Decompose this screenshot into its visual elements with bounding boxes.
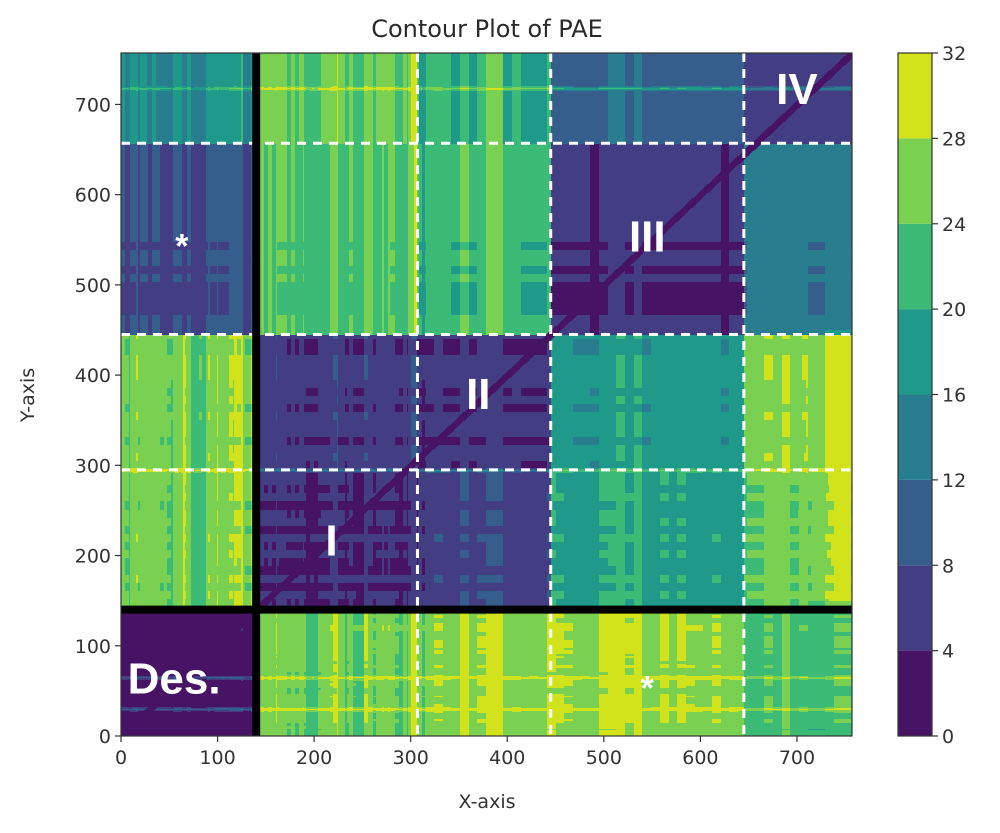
colorbar-tick-label: 12 <box>942 470 966 492</box>
colorbar: 0 4 8 12 16 20 24 28 32 <box>897 43 966 748</box>
colorbar-tick-label: 28 <box>942 128 966 150</box>
y-tick-label: 200 <box>75 546 111 568</box>
x-tick-label: 300 <box>393 747 429 769</box>
x-tick-label: 500 <box>586 747 622 769</box>
region-label-iii: III <box>629 212 666 261</box>
colorbar-band <box>898 138 932 224</box>
region-label-des: Des. <box>128 654 221 703</box>
region-label-ii: II <box>466 370 490 419</box>
asterisk-marker: * <box>175 227 189 265</box>
x-tick-label: 100 <box>199 747 235 769</box>
y-axis-title: Y-axis <box>17 368 39 423</box>
x-axis-title: X-axis <box>459 791 516 813</box>
colorbar-tick-label: 24 <box>942 214 966 236</box>
chart-title: Contour Plot of PAE <box>371 15 603 43</box>
colorbar-tick-label: 20 <box>942 299 966 321</box>
colorbar-band <box>898 479 932 566</box>
x-axis: 0 100 200 300 400 500 600 700 <box>115 736 815 769</box>
colorbar-band <box>898 394 932 480</box>
y-tick-label: 400 <box>75 365 111 387</box>
region-boundaries <box>121 53 852 736</box>
colorbar-band <box>898 223 932 310</box>
region-label-i: I <box>325 516 337 565</box>
plot-frame <box>120 52 853 737</box>
y-tick-label: 600 <box>75 185 111 207</box>
colorbar-tick-label: 0 <box>942 726 954 748</box>
y-tick-label: 500 <box>75 275 111 297</box>
x-tick-label: 0 <box>115 747 127 769</box>
colorbar-band <box>898 565 932 651</box>
colorbar-tick-label: 32 <box>942 43 966 65</box>
x-tick-label: 200 <box>296 747 332 769</box>
colorbar-band <box>898 309 932 395</box>
y-tick-label: 700 <box>75 94 111 116</box>
y-tick-label: 0 <box>99 726 111 748</box>
x-tick-label: 400 <box>489 747 525 769</box>
colorbar-band <box>898 53 932 139</box>
colorbar-band <box>898 650 932 736</box>
x-tick-label: 600 <box>682 747 718 769</box>
y-axis: 0 100 200 300 400 500 600 700 <box>75 94 121 748</box>
region-label-iv: IV <box>776 65 818 114</box>
y-tick-label: 100 <box>75 636 111 658</box>
colorbar-tick-label: 16 <box>942 385 966 407</box>
colorbar-tick-label: 4 <box>942 641 954 663</box>
x-tick-label: 700 <box>779 747 815 769</box>
colorbar-tick-label: 8 <box>942 555 954 577</box>
asterisk-marker: * <box>641 669 655 707</box>
y-tick-label: 300 <box>75 455 111 477</box>
pae-heatmap <box>121 53 852 736</box>
